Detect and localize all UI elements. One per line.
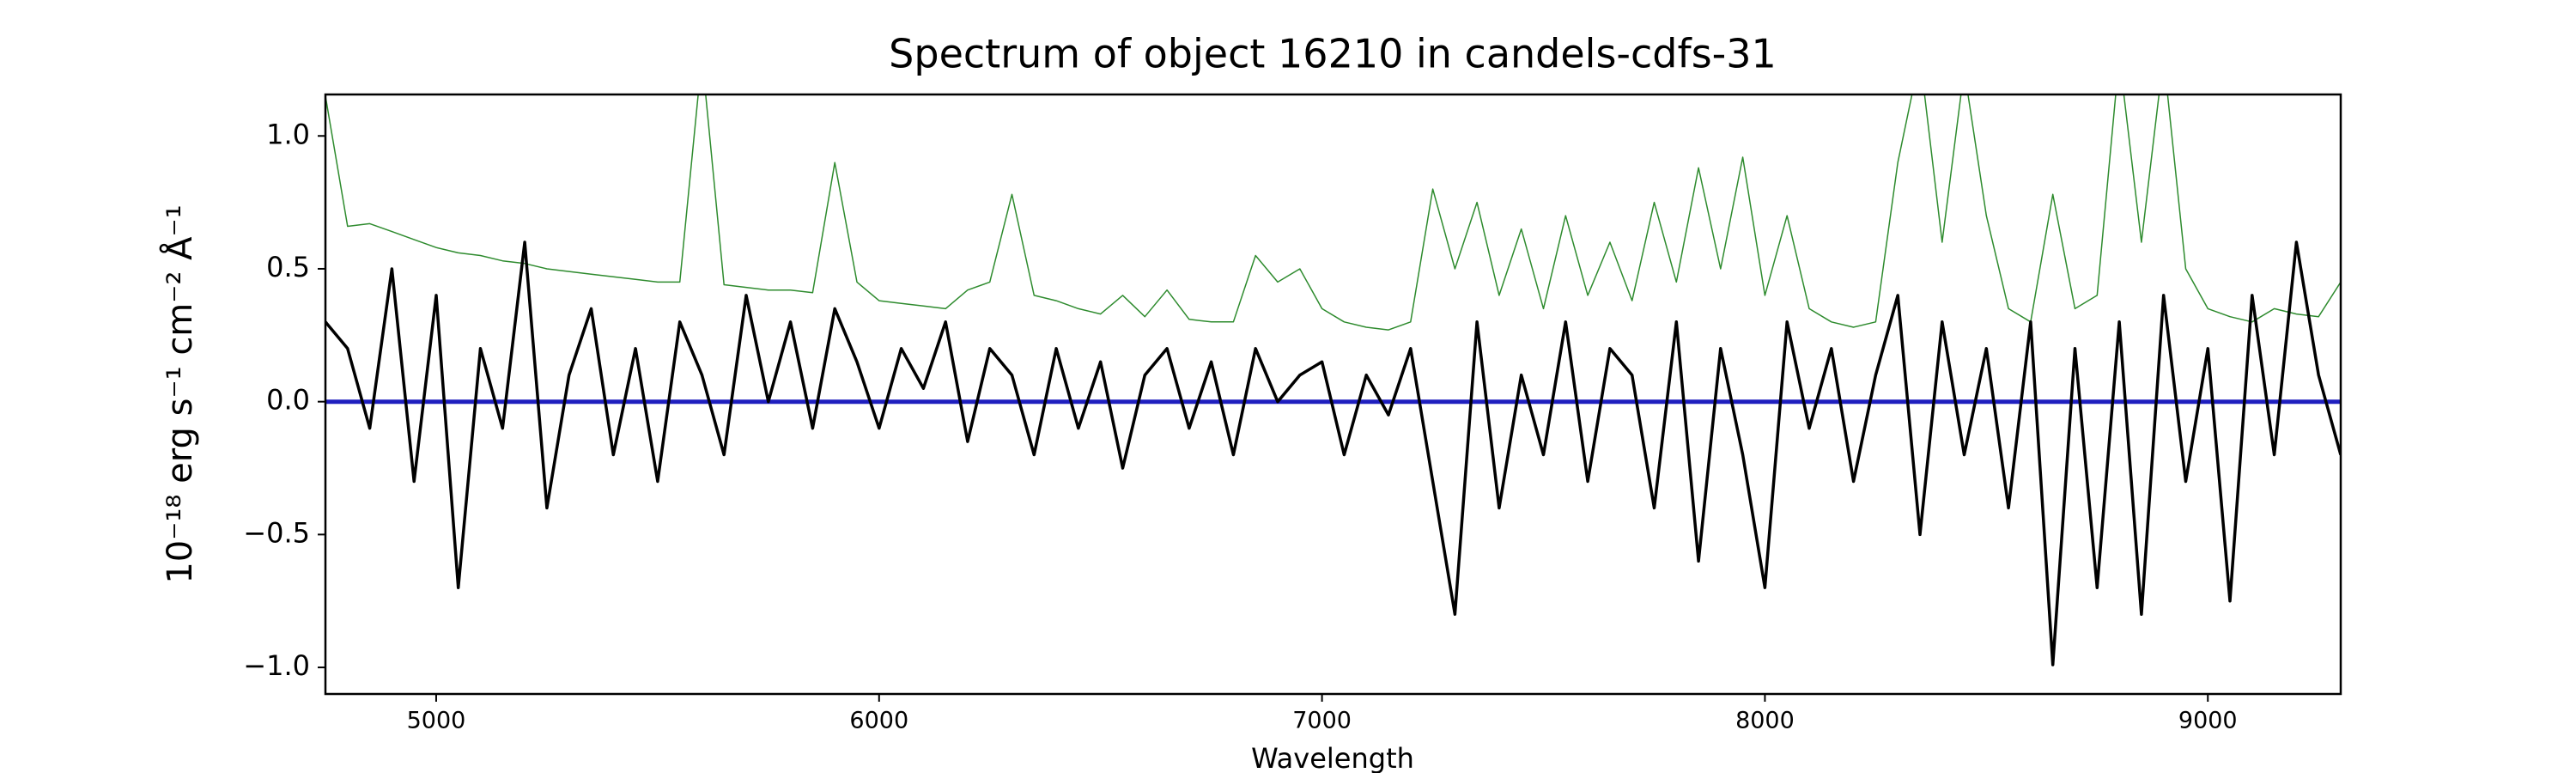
y-axis-label: 10⁻¹⁸ erg s⁻¹ cm⁻² Å⁻¹: [159, 204, 200, 583]
y-tick-label: 0.5: [266, 251, 310, 283]
x-tick-label: 5000: [407, 708, 466, 734]
x-tick-label: 9000: [2178, 708, 2238, 734]
y-tick-label: 1.0: [266, 118, 310, 150]
x-tick-label: 7000: [1292, 708, 1352, 734]
x-tick-label: 8000: [1735, 708, 1795, 734]
spectrum-line: [325, 94, 2341, 331]
x-tick-label: 6000: [849, 708, 908, 734]
y-tick-label: −1.0: [243, 649, 310, 682]
y-tick-label: 0.0: [266, 384, 310, 417]
y-tick-label: −0.5: [243, 516, 310, 549]
plot-area: [325, 94, 2341, 666]
x-axis-label: Wavelength: [1251, 742, 1414, 773]
chart-title: Spectrum of object 16210 in candels-cdfs…: [889, 31, 1777, 77]
plot-frame: [324, 93, 2342, 696]
spectrum-line: [325, 240, 2341, 666]
